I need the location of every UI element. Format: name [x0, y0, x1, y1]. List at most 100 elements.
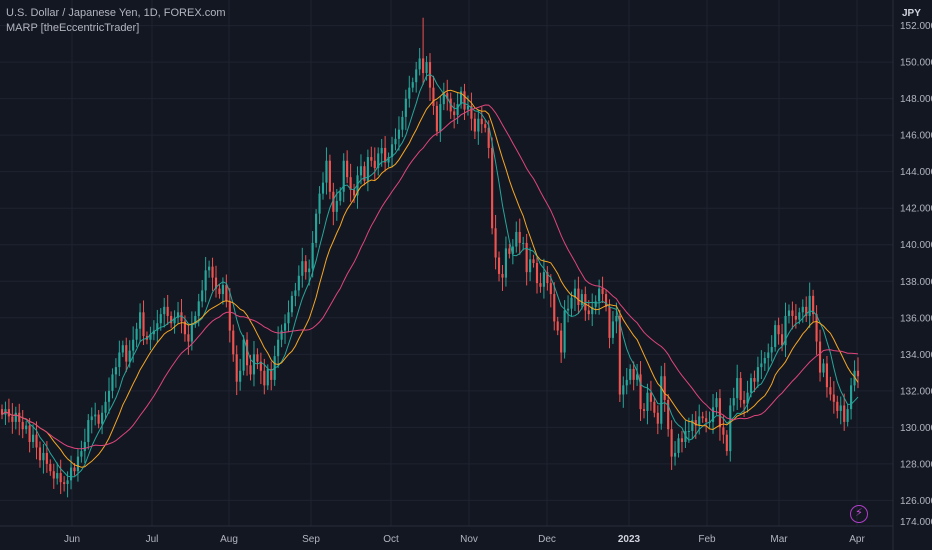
candle [836, 395, 839, 419]
candle [760, 350, 763, 379]
candle-body [743, 399, 746, 404]
candle-body [394, 138, 397, 145]
candle-body [604, 294, 608, 307]
candle-body [142, 312, 145, 337]
candle [387, 152, 390, 168]
indicator-title[interactable]: MARP [theEccentricTrader] [6, 22, 140, 34]
candle-body [380, 147, 383, 154]
candle-body [290, 295, 294, 313]
candle-body [549, 283, 552, 295]
candle [187, 325, 190, 355]
candle-body [63, 482, 66, 484]
time-tick-label: Feb [698, 534, 716, 545]
candle [76, 449, 80, 482]
candle-body [308, 268, 311, 273]
candle [463, 83, 466, 120]
candle-body [701, 416, 704, 419]
candle [49, 459, 52, 476]
symbol-title[interactable]: U.S. Dollar / Japanese Yen, 1D, FOREX.co… [6, 7, 226, 19]
candle-body [370, 157, 373, 161]
price-tick-label: 130.000 [900, 423, 932, 434]
candle-body [425, 62, 428, 74]
candle-body [632, 368, 635, 380]
candle-body [363, 166, 366, 181]
candle-body [787, 310, 791, 316]
candle [432, 75, 435, 115]
candle [705, 410, 708, 433]
candle-body [397, 129, 401, 139]
candle-body [687, 431, 690, 433]
candle [732, 387, 735, 412]
candle-body [801, 306, 804, 313]
candle-body [649, 392, 652, 402]
candle [401, 110, 404, 138]
candle [225, 274, 228, 308]
candle-body [359, 166, 363, 176]
candle [121, 340, 124, 358]
candle [394, 128, 397, 151]
candle-body [435, 105, 438, 132]
candle-body [494, 228, 497, 258]
candle-body [242, 339, 245, 371]
candle-body [125, 345, 128, 362]
candle [315, 209, 318, 248]
time-tick-label: Sep [302, 534, 320, 545]
candle-body [128, 350, 131, 362]
candle [183, 315, 187, 342]
candle-body [97, 414, 100, 424]
candle [59, 459, 62, 495]
candle [294, 282, 297, 307]
candle [494, 214, 497, 270]
candle [163, 297, 166, 328]
candle-body [715, 398, 718, 408]
candle-body [52, 471, 55, 479]
candle [173, 310, 176, 334]
candle [812, 289, 815, 322]
candle [615, 302, 618, 334]
candle [739, 372, 742, 408]
candle-body [204, 270, 207, 291]
currency-label[interactable]: JPY [902, 8, 921, 19]
candle [342, 153, 345, 203]
candle [522, 236, 525, 251]
candle [311, 231, 314, 278]
candle [477, 109, 480, 145]
candle [97, 410, 100, 429]
candle [415, 61, 418, 93]
candle [80, 440, 83, 463]
lightning-bolt-icon[interactable]: ⚡ [850, 505, 868, 523]
candle [656, 405, 659, 435]
candle-body [297, 275, 300, 291]
candle-body [83, 441, 86, 452]
candle [546, 266, 549, 291]
candle [791, 301, 794, 330]
candle [591, 293, 594, 327]
candle [152, 320, 155, 341]
candle [663, 362, 666, 412]
candle-body [563, 310, 566, 353]
candle-body [756, 367, 759, 382]
candle-body [594, 301, 597, 307]
candle [473, 112, 476, 139]
candle-body [767, 352, 770, 358]
ma-line-short [1, 73, 859, 478]
candle-body [470, 105, 473, 119]
candle-body [770, 347, 773, 353]
candle-body [798, 312, 801, 320]
candle [508, 243, 511, 259]
candle [366, 149, 369, 192]
candle [753, 370, 756, 393]
candle-body [101, 412, 104, 424]
candle-body [349, 177, 352, 190]
candle-body [11, 416, 14, 422]
candle-body [566, 308, 570, 311]
candle-body [294, 290, 297, 296]
candle-body [839, 405, 842, 411]
candle-body [432, 87, 435, 106]
candle-body [442, 93, 445, 105]
candle [242, 335, 245, 376]
candle [649, 380, 652, 411]
candle-body [28, 425, 31, 442]
